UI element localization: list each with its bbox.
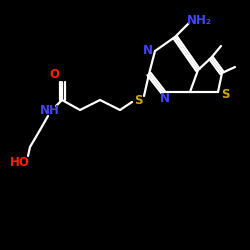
Text: N: N (160, 92, 170, 106)
Text: S: S (221, 88, 229, 101)
Text: O: O (49, 68, 59, 82)
Text: S: S (134, 94, 142, 106)
Text: NH₂: NH₂ (186, 14, 212, 26)
Text: HO: HO (10, 156, 30, 168)
Text: NH: NH (40, 104, 60, 117)
Text: N: N (143, 44, 153, 57)
